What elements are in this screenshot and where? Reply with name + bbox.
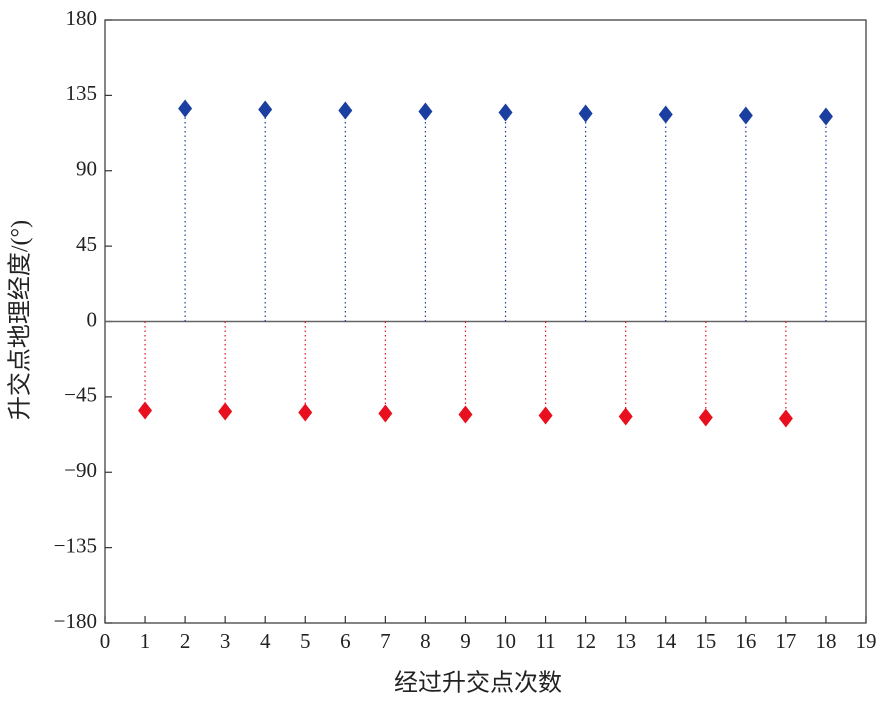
- marker: [338, 101, 353, 120]
- marker: [138, 401, 153, 420]
- marker: [498, 103, 513, 122]
- marker: [538, 406, 553, 425]
- marker: [218, 402, 233, 421]
- x-tick-label: 0: [100, 629, 111, 653]
- x-tick-label: 7: [380, 629, 391, 653]
- marker: [778, 409, 793, 428]
- y-tick-label: 90: [76, 157, 97, 181]
- marker: [178, 99, 193, 118]
- marker: [378, 404, 393, 423]
- y-tick-label: 180: [66, 6, 98, 30]
- y-tick-label: 135: [66, 81, 98, 105]
- marker: [258, 100, 273, 119]
- x-tick-label: 3: [220, 629, 231, 653]
- marker: [458, 405, 473, 424]
- x-tick-label: 9: [460, 629, 471, 653]
- x-axis-label: 经过升交点次数: [394, 670, 562, 697]
- marker: [698, 408, 713, 427]
- y-tick-label: 0: [87, 307, 98, 331]
- marker: [658, 105, 673, 124]
- y-tick-label: −45: [64, 383, 97, 407]
- x-tick-label: 4: [260, 629, 271, 653]
- marker: [818, 107, 833, 126]
- x-tick-label: 8: [420, 629, 431, 653]
- y-tick-label: −90: [64, 458, 97, 482]
- marker: [738, 106, 753, 125]
- x-tick-label: 17: [775, 629, 796, 653]
- y-tick-label: −135: [54, 533, 97, 557]
- x-tick-label: 6: [340, 629, 351, 653]
- x-tick-label: 2: [180, 629, 191, 653]
- y-axis-label: 升交点地理经度/(°): [7, 220, 34, 420]
- x-tick-label: 10: [495, 629, 516, 653]
- marker: [618, 407, 633, 426]
- x-tick-label: 13: [615, 629, 636, 653]
- x-tick-label: 15: [695, 629, 716, 653]
- x-tick-label: 11: [535, 629, 555, 653]
- x-tick-label: 19: [856, 629, 877, 653]
- marker: [418, 102, 433, 121]
- x-tick-label: 1: [140, 629, 151, 653]
- marker: [298, 403, 313, 422]
- marker: [578, 104, 593, 123]
- x-tick-label: 5: [300, 629, 311, 653]
- x-tick-label: 16: [735, 629, 756, 653]
- x-tick-label: 14: [655, 629, 677, 653]
- y-tick-label: −180: [54, 609, 97, 633]
- x-tick-label: 12: [575, 629, 596, 653]
- y-tick-label: 45: [76, 232, 97, 256]
- x-tick-label: 18: [815, 629, 836, 653]
